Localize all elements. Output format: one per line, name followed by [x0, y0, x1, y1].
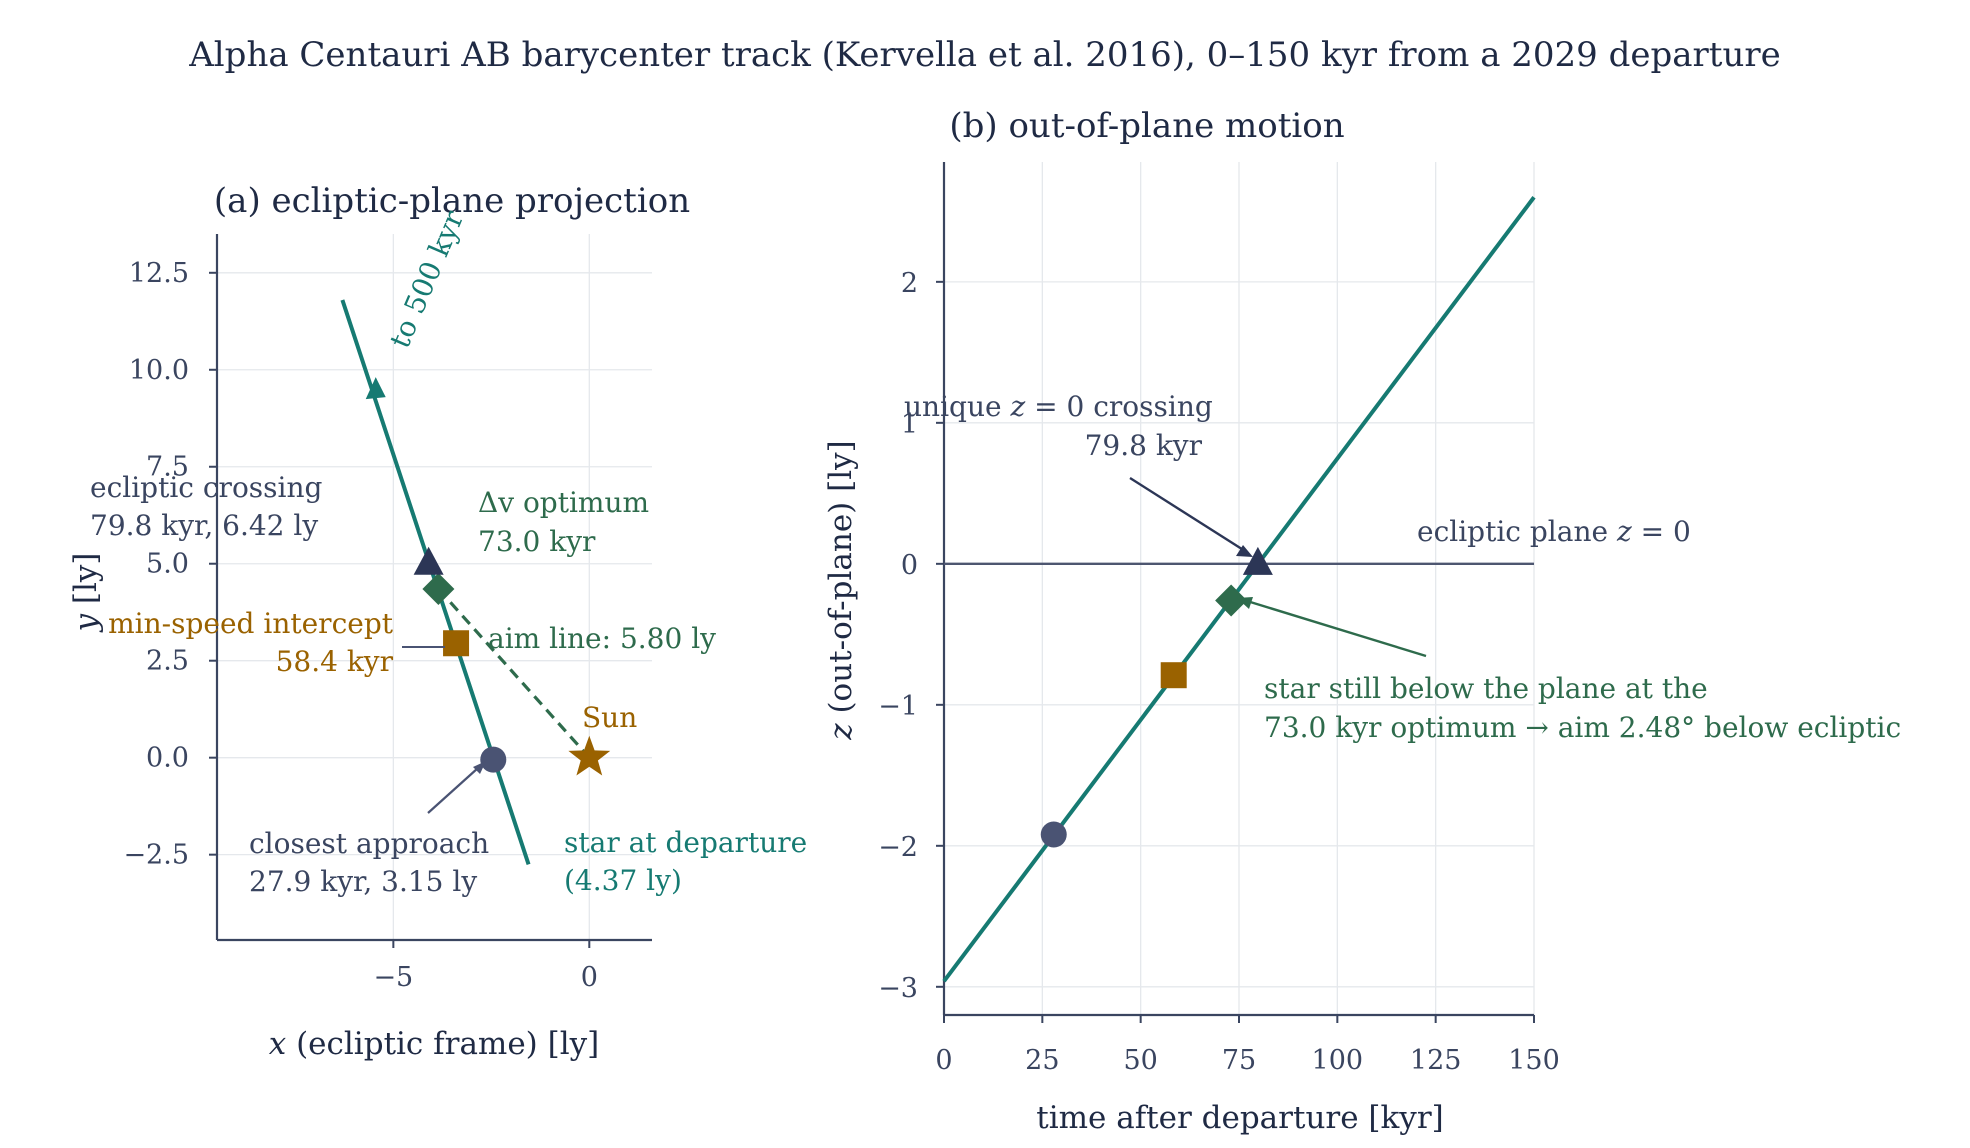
label-closest-2: 27.9 kyr, 3.15 ly	[249, 865, 477, 898]
panel-b-x-tick-label: 125	[1410, 1045, 1462, 1076]
label-plane-pre: ecliptic plane	[1417, 515, 1617, 548]
closest-approach-marker	[1040, 821, 1067, 848]
panel-a-y-tick-label: 12.5	[129, 258, 189, 289]
aim-line	[437, 587, 591, 759]
label-plane-z: z	[1616, 515, 1632, 548]
panel-ecliptic-projection: (a) ecliptic-plane projection −5 0 −2.5 0.0…	[68, 181, 807, 1062]
panel-b-xlabel: time after departure [kyr]	[1036, 1100, 1443, 1136]
panel-b-x-tick-label: 75	[1222, 1045, 1256, 1076]
sun-marker	[568, 735, 611, 776]
label-ecliptic-crossing-1: ecliptic crossing	[90, 471, 323, 504]
panel-b-title: (b) out-of-plane motion	[949, 106, 1344, 146]
panel-b-y-tick-label: 1	[901, 409, 918, 440]
label-sun: Sun	[582, 701, 637, 734]
label-below-1: star still below the plane at the	[1264, 672, 1708, 705]
label-dv-optimum-2: 73.0 kyr	[478, 525, 596, 558]
panel-b-ylabel-rest: (out-of-plane) [ly]	[823, 440, 859, 723]
panel-b-x-tick-label: 100	[1312, 1045, 1364, 1076]
label-unique-crossing-pre: unique	[904, 390, 1010, 423]
dv-optimum-marker	[422, 572, 455, 605]
panel-a-y-tick-label: −2.5	[123, 840, 189, 871]
panel-b-x-tick-label: 25	[1025, 1045, 1059, 1076]
below-plane-arrow	[1246, 599, 1427, 658]
ecliptic-crossing-marker	[1242, 546, 1273, 575]
panel-a-title: (a) ecliptic-plane projection	[214, 181, 690, 221]
panel-a-x-tick-label: −5	[373, 962, 413, 993]
panel-b-ylabel: z (out-of-plane) [ly]	[823, 440, 859, 740]
panel-b-y-tick-label: 0	[901, 550, 918, 581]
panel-b-y-tick-label: −3	[878, 973, 918, 1004]
panel-a-xlabel-rest: (ecliptic frame) [ly]	[286, 1026, 599, 1062]
panel-b-y-tick-label: 2	[901, 268, 918, 299]
panel-b-y-tick-label: −1	[878, 691, 918, 722]
label-aim-line: aim line: 5.80 ly	[488, 622, 716, 655]
label-below-2: 73.0 kyr optimum → aim 2.48° below eclip…	[1264, 711, 1901, 744]
label-min-speed-2: 58.4 kyr	[276, 645, 394, 678]
panel-a-y-tick-label: 0.0	[146, 743, 189, 774]
label-ecliptic-plane: ecliptic plane z = 0	[1417, 515, 1691, 548]
crossing-arrow	[1129, 476, 1246, 553]
label-unique-crossing-z: z	[1009, 390, 1025, 423]
panel-b-x-tick-label: 150	[1508, 1045, 1560, 1076]
ecliptic-crossing-marker	[413, 546, 444, 575]
panel-b-x-tick-label: 50	[1123, 1045, 1157, 1076]
panel-b-y-tick-label: −2	[878, 832, 918, 863]
label-unique-crossing-1: unique z = 0 crossing	[904, 390, 1213, 423]
label-to-500-kyr: to 500 kyr	[383, 205, 470, 352]
label-star-departure-1: star at departure	[564, 826, 807, 859]
z-track-line	[942, 196, 1536, 983]
min-speed-marker	[443, 630, 470, 657]
label-dv-optimum-1: Δv optimum	[478, 486, 649, 519]
label-min-speed-1: min-speed intercept	[108, 607, 394, 640]
below-plane-arrowhead	[1237, 597, 1253, 609]
panel-a-y-tick-label: 10.0	[129, 355, 189, 386]
panel-a-x-tick-label: 0	[581, 962, 598, 993]
label-plane-post: = 0	[1632, 515, 1691, 548]
panel-a-ylabel: y [ly]	[68, 553, 104, 634]
min-speed-marker	[1160, 662, 1187, 689]
label-star-departure-2: (4.37 ly)	[564, 864, 682, 897]
crossing-arrowhead	[1236, 545, 1253, 557]
label-unique-crossing-post: = 0 crossing	[1025, 390, 1213, 423]
panel-b-x-tick-label: 0	[935, 1045, 952, 1076]
label-closest-1: closest approach	[249, 827, 489, 860]
panel-a-y-tick-label: 7.5	[146, 452, 189, 483]
panel-a-y-tick-label: 2.5	[146, 646, 189, 677]
closest-approach-arrowhead	[473, 761, 486, 774]
closest-approach-arrow	[427, 767, 479, 814]
panel-a-ylabel-rest: [ly]	[68, 553, 104, 614]
panel-a-y-tick-label: 5.0	[146, 549, 189, 580]
label-unique-crossing-2: 79.8 kyr	[1085, 429, 1203, 462]
figure-suptitle: Alpha Centauri AB barycenter track (Kerv…	[188, 35, 1780, 75]
closest-approach-marker	[480, 746, 507, 773]
panel-a-xlabel: x (ecliptic frame) [ly]	[269, 1026, 599, 1062]
panel-out-of-plane: (b) out-of-plane motion 0 25 50 75 100 125 150…	[823, 106, 1901, 1136]
label-ecliptic-crossing-2: 79.8 kyr, 6.42 ly	[90, 509, 318, 542]
track-direction-arrow	[365, 377, 386, 400]
dv-optimum-marker	[1215, 584, 1248, 617]
